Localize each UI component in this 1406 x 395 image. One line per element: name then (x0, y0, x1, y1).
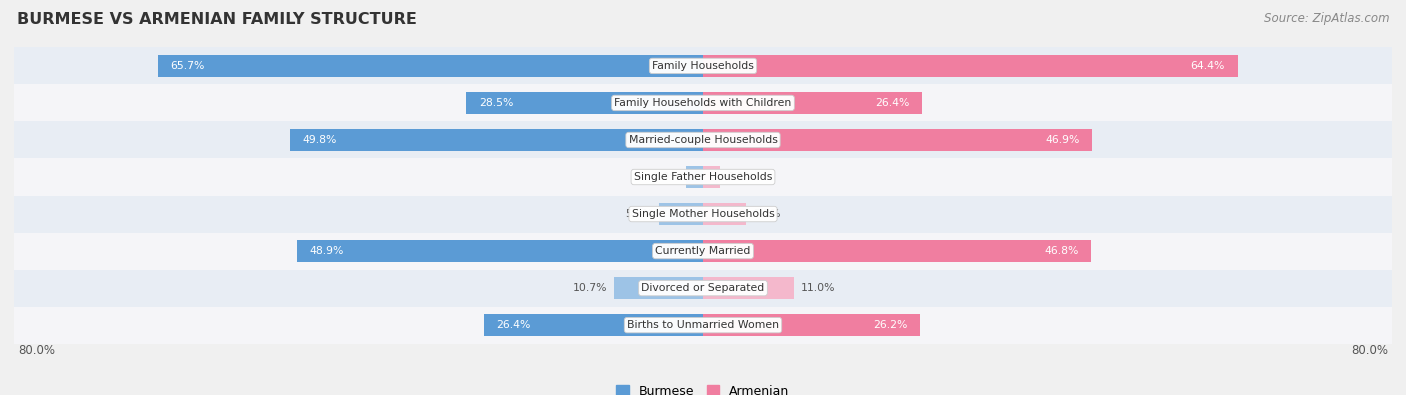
Text: 80.0%: 80.0% (1351, 344, 1388, 357)
Bar (703, 203, 747, 225)
Bar (14, 233, 1392, 269)
Bar (703, 240, 1091, 262)
Text: 5.3%: 5.3% (624, 209, 652, 219)
Text: Family Households with Children: Family Households with Children (614, 98, 792, 108)
Text: Single Mother Households: Single Mother Households (631, 209, 775, 219)
Bar (157, 55, 703, 77)
Bar (484, 314, 703, 336)
Bar (703, 92, 922, 114)
Bar (14, 307, 1392, 344)
Text: 46.8%: 46.8% (1045, 246, 1078, 256)
Bar (703, 55, 1237, 77)
Text: 46.9%: 46.9% (1046, 135, 1080, 145)
Text: 49.8%: 49.8% (302, 135, 336, 145)
Text: Source: ZipAtlas.com: Source: ZipAtlas.com (1264, 12, 1389, 25)
Bar (297, 240, 703, 262)
Text: 11.0%: 11.0% (801, 283, 835, 293)
Bar (467, 92, 703, 114)
Bar (290, 129, 703, 151)
Text: BURMESE VS ARMENIAN FAMILY STRUCTURE: BURMESE VS ARMENIAN FAMILY STRUCTURE (17, 12, 416, 27)
Text: 26.2%: 26.2% (873, 320, 908, 330)
Bar (14, 47, 1392, 85)
Text: 28.5%: 28.5% (479, 98, 513, 108)
Text: 2.0%: 2.0% (652, 172, 679, 182)
Text: 26.4%: 26.4% (876, 98, 910, 108)
Text: Family Households: Family Households (652, 61, 754, 71)
Text: 26.4%: 26.4% (496, 320, 530, 330)
Text: 5.2%: 5.2% (752, 209, 780, 219)
Bar (686, 166, 703, 188)
Bar (703, 129, 1092, 151)
Text: 48.9%: 48.9% (309, 246, 344, 256)
Bar (14, 196, 1392, 233)
Bar (14, 269, 1392, 307)
Text: Single Father Households: Single Father Households (634, 172, 772, 182)
Bar (703, 277, 794, 299)
Bar (703, 166, 720, 188)
Text: Births to Unmarried Women: Births to Unmarried Women (627, 320, 779, 330)
Text: 65.7%: 65.7% (170, 61, 204, 71)
Bar (14, 121, 1392, 158)
Text: Currently Married: Currently Married (655, 246, 751, 256)
Bar (659, 203, 703, 225)
Bar (614, 277, 703, 299)
Text: Divorced or Separated: Divorced or Separated (641, 283, 765, 293)
Legend: Burmese, Armenian: Burmese, Armenian (612, 380, 794, 395)
Text: 2.1%: 2.1% (727, 172, 755, 182)
Bar (14, 158, 1392, 196)
Text: 10.7%: 10.7% (574, 283, 607, 293)
Text: 80.0%: 80.0% (18, 344, 55, 357)
Bar (14, 85, 1392, 121)
Text: Married-couple Households: Married-couple Households (628, 135, 778, 145)
Bar (703, 314, 921, 336)
Text: 64.4%: 64.4% (1191, 61, 1225, 71)
